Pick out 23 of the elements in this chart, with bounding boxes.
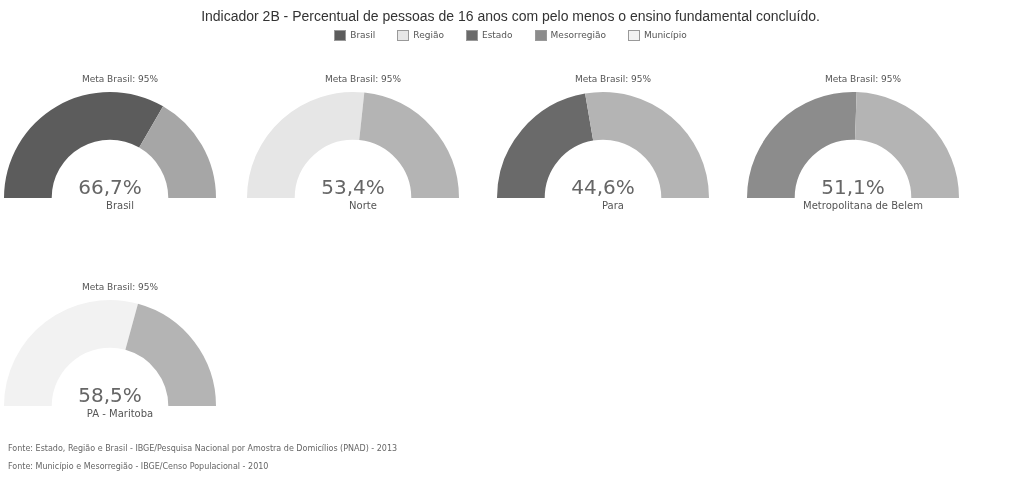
source-note: Fonte: Município e Mesorregião - IBGE/Censo Populacional - 2010: [8, 461, 270, 473]
category-label: Brasil: [349, 30, 376, 41]
category-label: Município: [642, 30, 687, 41]
chart-title: Meta Brasil: 95%: [80, 74, 160, 86]
chart-title: Meta Brasil: 95%: [573, 74, 653, 86]
text: 66,7%: [78, 175, 142, 199]
text: 53,4%: [321, 175, 385, 199]
category-label: Mesorregião: [549, 30, 606, 41]
text: Brasil: [105, 200, 135, 211]
text: 51,1%: [821, 175, 885, 199]
text: PA - Maritoba: [85, 408, 155, 419]
chart-title: Meta Brasil: 95%: [323, 74, 403, 86]
text: 58,5%: [78, 383, 142, 407]
category-label: Região: [412, 30, 444, 41]
text: Indicador 2B - Percentual de pessoas de 16 anos com pelo menos o ensino fundamental concluído.: [200, 8, 821, 24]
chart-title: Meta Brasil: 95%: [80, 282, 160, 294]
chart-title: Meta Brasil: 95%: [823, 74, 903, 86]
category-label: Estado: [480, 30, 513, 41]
source-note: Fonte: Estado, Região e Brasil - IBGE/Pesquisa Nacional por Amostra de Domicílios (PNAD) - 2013: [8, 443, 398, 455]
text: Para: [601, 200, 625, 211]
text: Metropolitana de Belem: [802, 200, 924, 211]
text: Norte: [348, 200, 378, 211]
text: 44,6%: [571, 175, 635, 199]
